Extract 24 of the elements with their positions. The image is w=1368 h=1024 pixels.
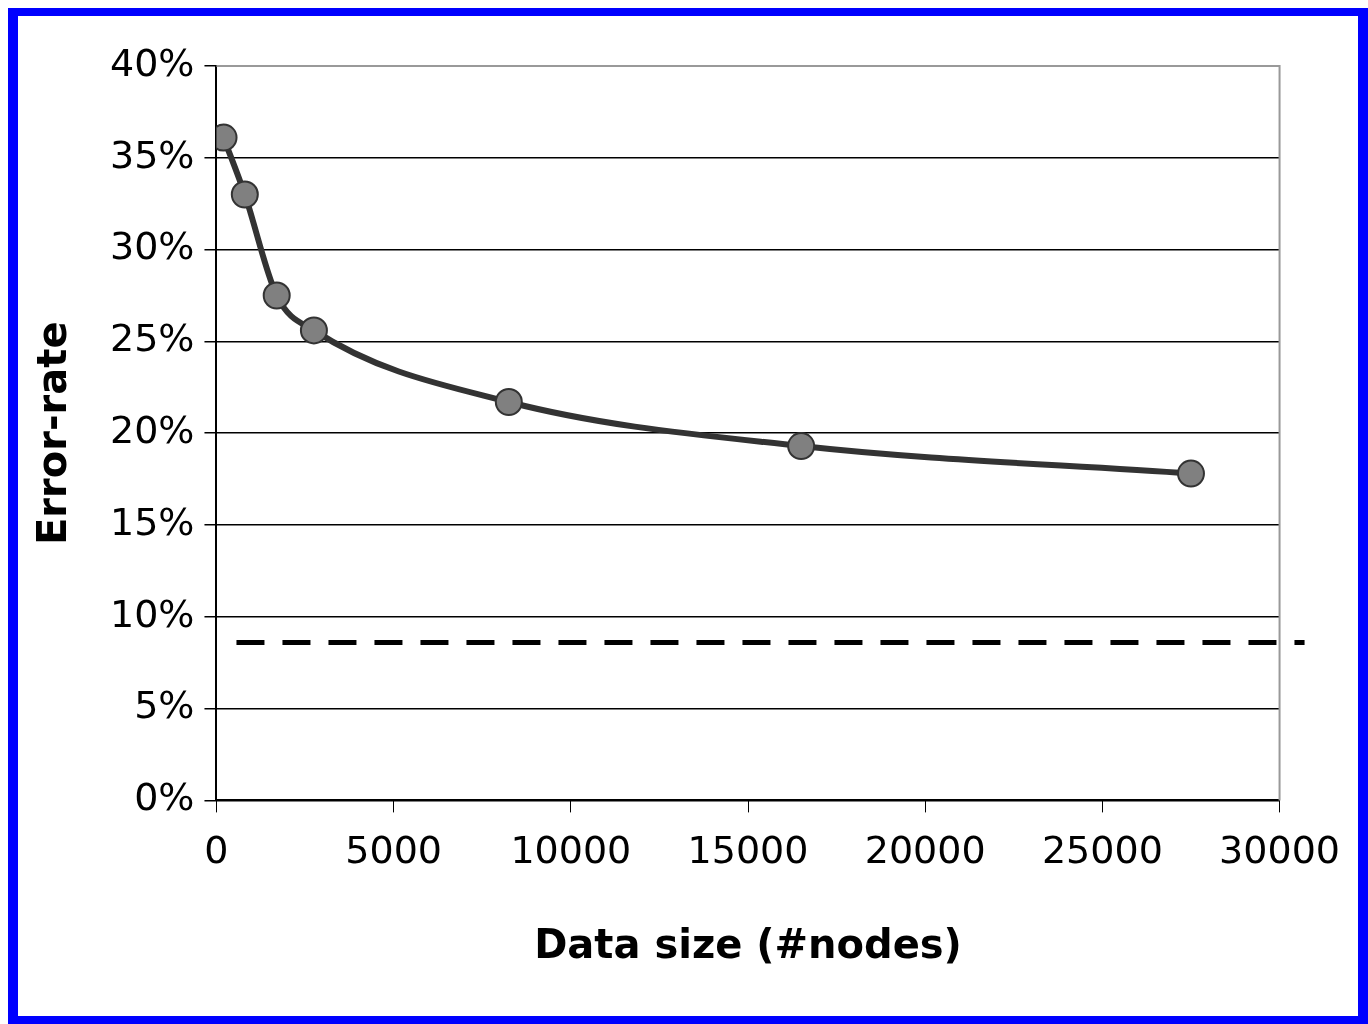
y-tick-label: 0% — [134, 775, 195, 820]
y-tick-label: 20% — [109, 408, 195, 453]
x-tick-label: 5000 — [345, 828, 442, 873]
point — [230, 180, 259, 209]
point — [787, 432, 816, 461]
y-tick-label: 10% — [109, 591, 195, 636]
y-tick-label: 25% — [109, 316, 195, 361]
point — [299, 316, 328, 345]
x-tick-label: 20000 — [864, 828, 986, 873]
y-axis-title: Error-rate — [29, 321, 76, 545]
x-tick-label: 30000 — [1219, 828, 1340, 873]
y-tick-label: 15% — [109, 499, 195, 544]
x-axis-title: Data size (#nodes) — [534, 921, 962, 968]
point — [1176, 459, 1205, 488]
x-tick-label: 0 — [204, 828, 229, 873]
y-tick-label: 30% — [109, 224, 195, 269]
point — [494, 387, 523, 416]
x-tick-label: 15000 — [687, 828, 809, 873]
point — [262, 281, 291, 310]
x-tick-label: 10000 — [510, 828, 632, 873]
y-tick-label: 5% — [134, 683, 195, 728]
y-tick-label: 35% — [109, 132, 195, 177]
y-tick-label: 40% — [109, 40, 195, 85]
x-tick-label: 25000 — [1041, 828, 1163, 873]
